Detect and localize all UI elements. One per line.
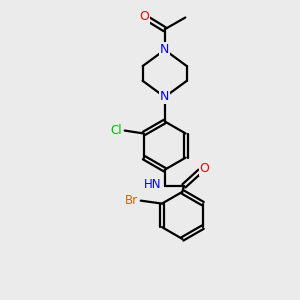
Text: N: N [160,91,169,103]
Text: HN: HN [144,178,161,191]
Text: O: O [139,10,149,22]
Text: Br: Br [125,194,138,207]
Text: Cl: Cl [110,124,122,137]
Text: O: O [200,162,209,175]
Text: N: N [160,44,169,56]
